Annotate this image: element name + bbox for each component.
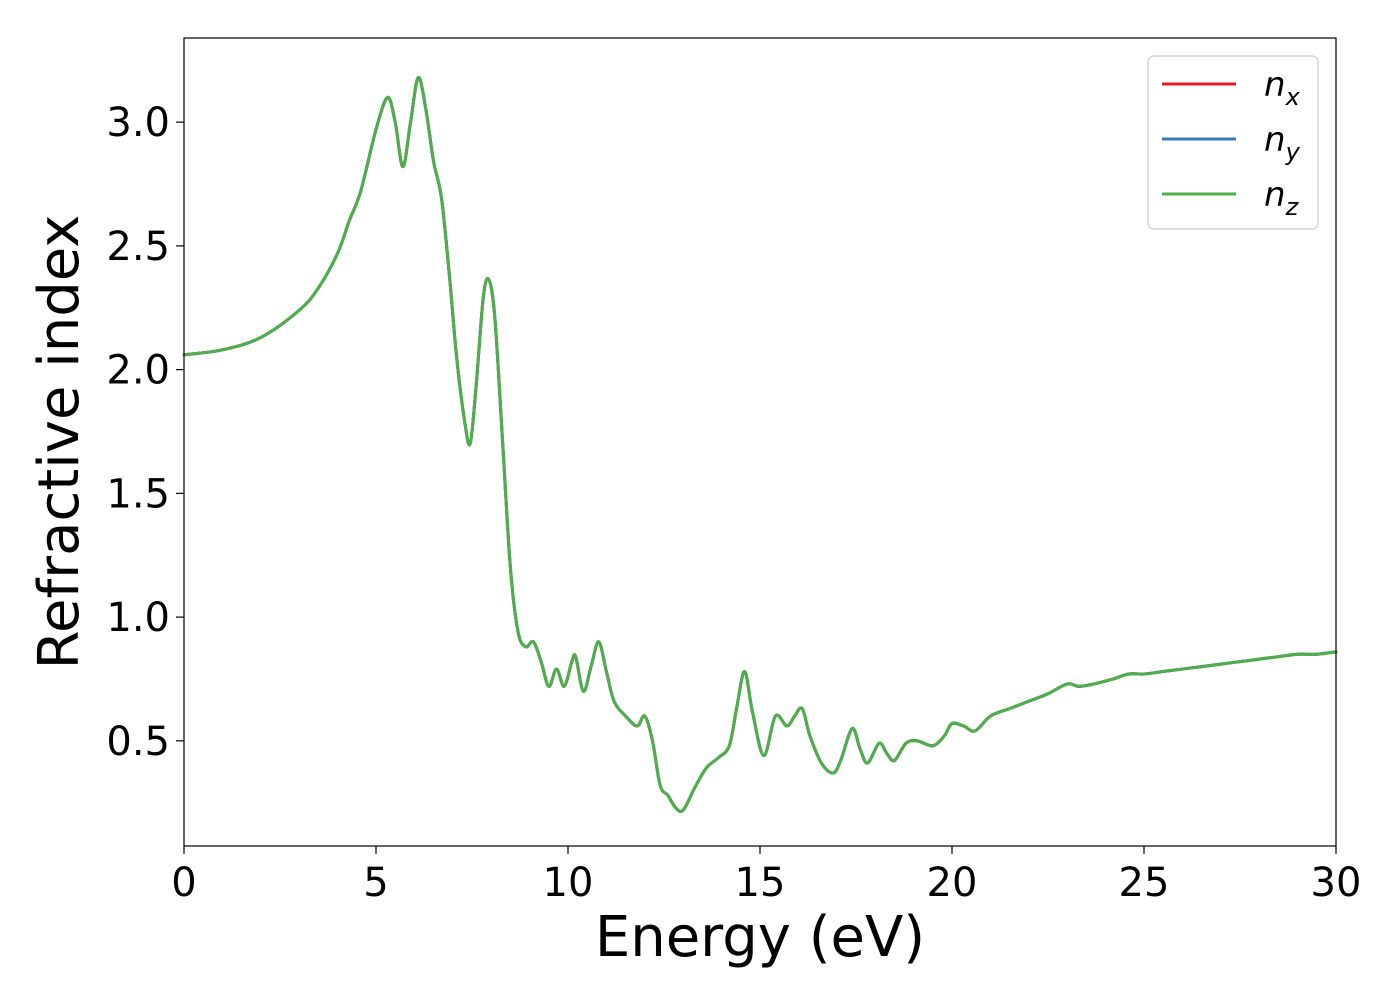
y-axis-label: Refractive index bbox=[27, 215, 92, 670]
x-tick-label: 30 bbox=[1311, 860, 1362, 906]
x-axis-ticks: 0 5 10 15 20 25 30 bbox=[171, 846, 1361, 906]
x-tick-label: 15 bbox=[735, 860, 786, 906]
legend-label-ny: ny bbox=[1264, 120, 1301, 166]
y-tick-label: 1.0 bbox=[106, 595, 170, 641]
legend-label-nz: nz bbox=[1264, 175, 1300, 221]
x-tick-label: 25 bbox=[1119, 860, 1170, 906]
x-tick-label: 5 bbox=[363, 860, 388, 906]
legend-label-nx: nx bbox=[1264, 65, 1301, 111]
legend-box bbox=[1147, 55, 1319, 230]
x-tick-label: 20 bbox=[927, 860, 978, 906]
y-tick-label: 0.5 bbox=[106, 719, 170, 765]
legend: nx ny nz bbox=[1147, 55, 1319, 230]
plot-area bbox=[184, 38, 1336, 846]
y-tick-label: 1.5 bbox=[106, 471, 170, 517]
x-tick-label: 10 bbox=[543, 860, 594, 906]
series-lines bbox=[182, 76, 1338, 813]
y-tick-label: 2.0 bbox=[106, 348, 170, 394]
x-axis-label: Energy (eV) bbox=[595, 905, 925, 970]
x-tick-label: 0 bbox=[171, 860, 196, 906]
y-tick-label: 2.5 bbox=[106, 224, 170, 270]
series-line-nz bbox=[182, 76, 1338, 813]
y-axis-ticks: 0.5 1.0 1.5 2.0 2.5 3.0 bbox=[106, 100, 184, 765]
y-tick-label: 3.0 bbox=[106, 100, 170, 146]
